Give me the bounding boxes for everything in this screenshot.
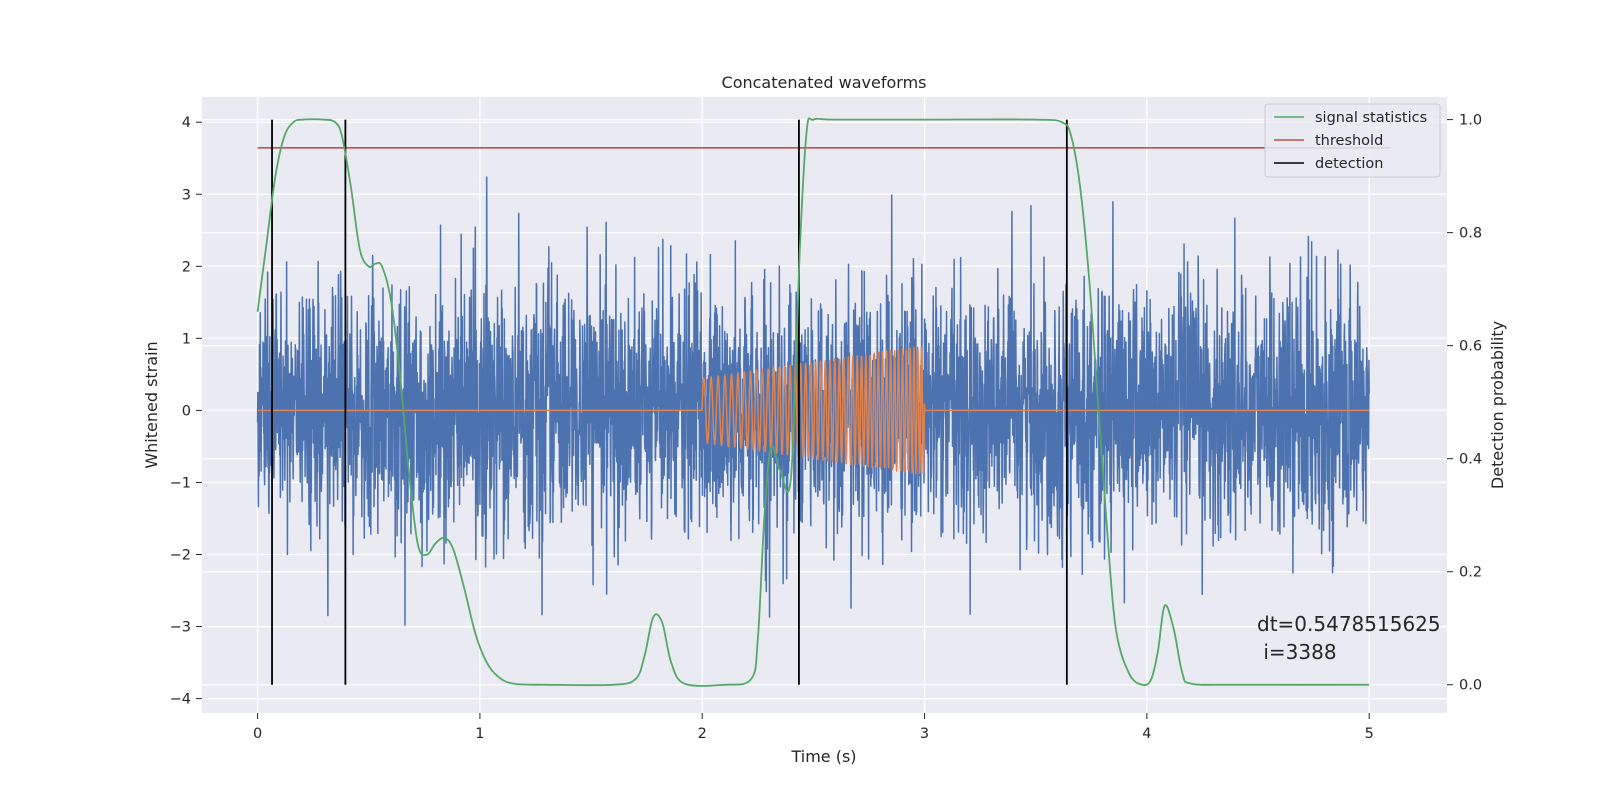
left-y-tick-label: 1 — [182, 331, 191, 347]
annotation-index: i=3388 — [1257, 640, 1337, 664]
right-axis: 0.0 0.2 0.4 0.6 0.8 1.0 — [1447, 113, 1482, 694]
x-tick-label: 2 — [698, 726, 707, 742]
signal-statistics-line — [256, 117, 1370, 687]
right-y-tick-label: 0.6 — [1459, 339, 1482, 355]
legend-label-threshold: threshold — [1315, 133, 1383, 149]
right-y-tick-label: 0.8 — [1459, 226, 1482, 242]
right-y-tick-label: 1.0 — [1459, 113, 1482, 129]
legend-box — [1264, 103, 1441, 178]
legend: signal statistics threshold detection — [1264, 103, 1441, 178]
series-layer — [256, 117, 1392, 687]
left-y-tick-label: 3 — [182, 187, 191, 203]
left-axis: −4 −3 −2 −1 0 1 2 3 4 — [170, 115, 202, 708]
injected-signal-line — [257, 346, 1370, 475]
x-axis: 0 1 2 3 4 5 — [253, 713, 1374, 742]
x-tick-label: 3 — [920, 726, 929, 742]
left-y-tick-label: −1 — [170, 475, 191, 491]
left-y-axis-label: Whitened strain — [142, 341, 161, 468]
x-tick-label: 4 — [1142, 726, 1151, 742]
right-y-tick-label: 0.0 — [1459, 678, 1482, 694]
left-y-tick-label: −2 — [170, 547, 191, 563]
left-y-tick-label: 4 — [182, 115, 191, 131]
x-axis-label: Time (s) — [790, 747, 856, 766]
chart-title: Concatenated waveforms — [722, 73, 927, 92]
x-tick-label: 1 — [475, 726, 484, 742]
x-tick-label: 5 — [1365, 726, 1374, 742]
x-tick-label: 0 — [253, 726, 262, 742]
legend-label-detection: detection — [1315, 156, 1383, 172]
left-y-tick-label: −4 — [170, 692, 191, 708]
left-y-tick-label: 0 — [182, 403, 191, 419]
strain-noise-line — [256, 176, 1370, 627]
right-y-tick-label: 0.2 — [1459, 565, 1482, 581]
left-y-tick-label: −3 — [170, 620, 191, 636]
right-y-tick-label: 0.4 — [1459, 452, 1482, 468]
right-y-axis-label: Detection probability — [1488, 321, 1507, 489]
legend-label-signal-statistics: signal statistics — [1315, 110, 1427, 126]
annotation-dt: dt=0.5478515625 — [1257, 612, 1441, 636]
left-y-tick-label: 2 — [182, 259, 191, 275]
